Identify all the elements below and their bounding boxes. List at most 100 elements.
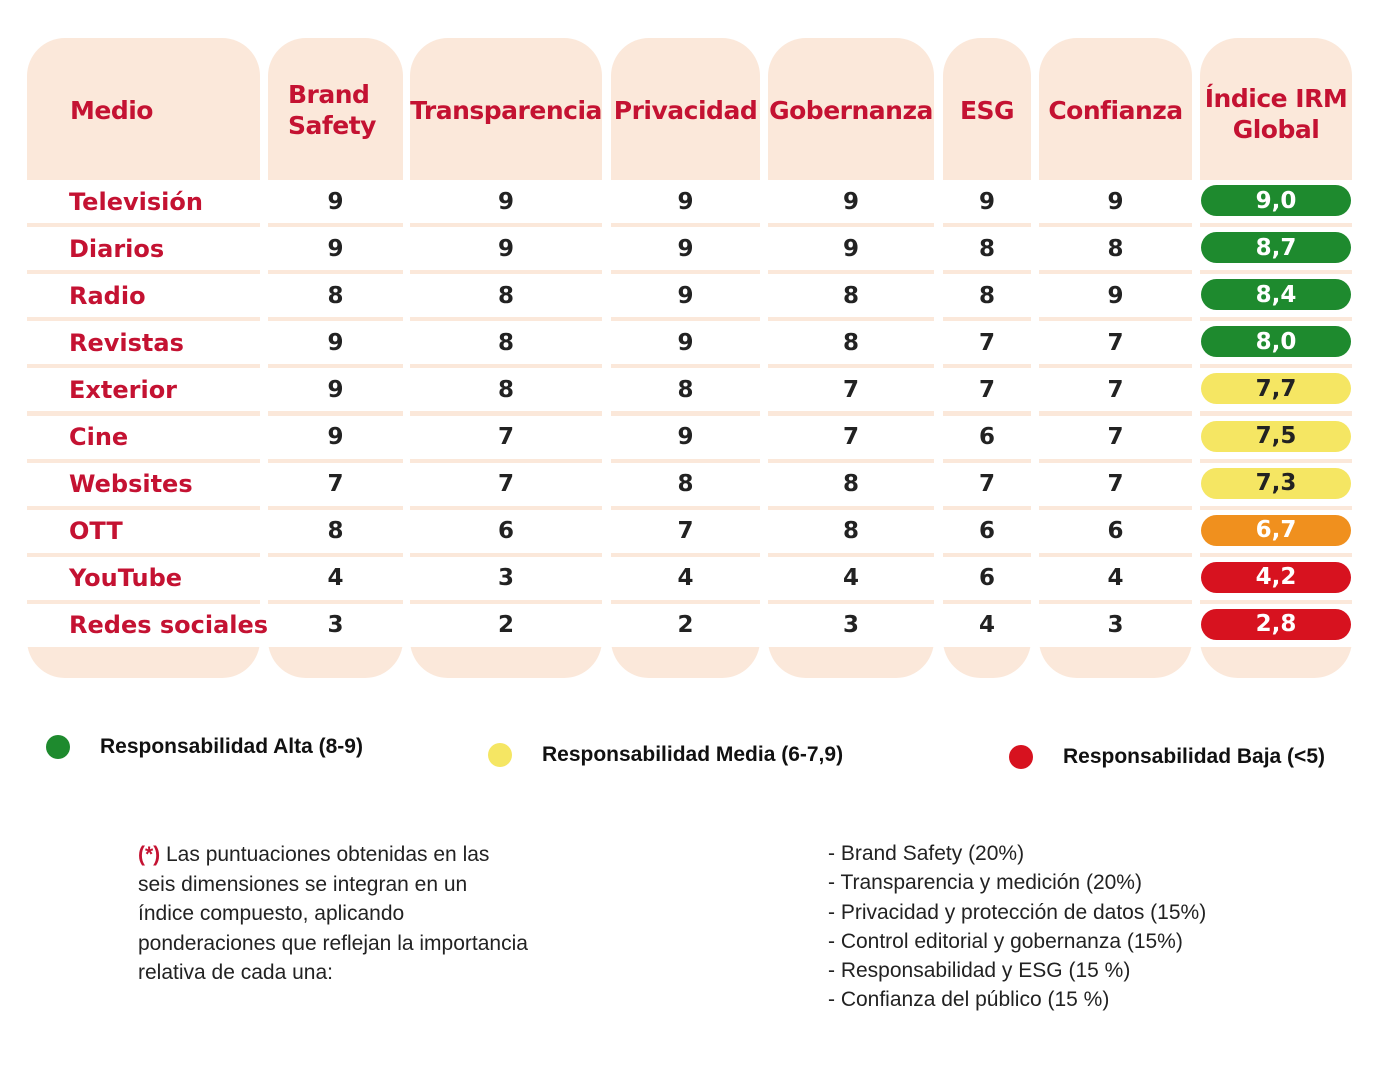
weight-item: - Brand Safety (20%) — [828, 842, 1025, 865]
medio-name: Cine — [69, 423, 129, 451]
score-brand-safety: 4 — [327, 565, 344, 592]
medio-name: Redes sociales — [69, 611, 269, 640]
score-brand-safety: 8 — [327, 518, 344, 545]
table-row: YouTube 4 3 4 4 6 4 4,2 — [27, 556, 1352, 600]
score-gobernanza: 8 — [842, 329, 859, 356]
legend-media: Responsabilidad Media (6-7,9) — [488, 743, 843, 767]
table-row: Exterior 9 8 8 7 7 7 7,7 — [27, 368, 1352, 412]
header-privacidad: Privacidad — [613, 95, 758, 125]
score-transparencia: 8 — [497, 376, 514, 403]
footnote-marker: (*) — [138, 843, 161, 866]
legend-label: Responsabilidad Media (6-7,9) — [542, 743, 844, 766]
medio-name: Diarios — [69, 234, 165, 263]
table-row: Cine 9 7 9 7 6 7 7,5 — [27, 415, 1352, 459]
score-confianza: 9 — [1107, 188, 1124, 215]
score-confianza: 7 — [1107, 424, 1124, 450]
score-confianza: 9 — [1107, 282, 1124, 309]
green-dot-icon — [46, 735, 70, 759]
table-row: Televisión 9 9 9 9 9 9 9,0 — [27, 180, 1352, 223]
medio-name: Televisión — [69, 187, 203, 216]
medio-name: Radio — [69, 281, 146, 310]
score-gobernanza: 3 — [842, 612, 859, 639]
score-privacidad: 7 — [677, 518, 694, 545]
score-esg: 9 — [978, 188, 995, 215]
table-row: Diarios 9 9 9 9 8 8 8,7 — [27, 227, 1352, 271]
score-privacidad: 8 — [677, 376, 694, 403]
score-gobernanza: 7 — [842, 424, 859, 450]
score-esg: 6 — [978, 518, 995, 545]
score-esg: 6 — [978, 424, 995, 450]
footnote-text: Las puntuaciones obtenidas en las seis d… — [138, 843, 528, 984]
red-dot-icon — [1009, 745, 1033, 769]
score-brand-safety: 3 — [327, 612, 344, 639]
score-privacidad: 9 — [677, 329, 694, 356]
score-confianza: 8 — [1107, 235, 1124, 262]
header-medio: Medio — [70, 95, 153, 125]
score-esg: 8 — [978, 235, 995, 262]
index-badge: 8,4 — [1201, 279, 1351, 311]
score-gobernanza: 8 — [842, 518, 859, 545]
weight-item: - Privacidad y protección de datos (15%) — [828, 900, 1207, 924]
score-transparencia: 2 — [497, 612, 514, 639]
score-brand-safety: 9 — [327, 188, 344, 215]
score-brand-safety: 9 — [327, 376, 344, 403]
legend-label: Responsabilidad Baja (<5) — [1063, 745, 1325, 768]
score-brand-safety: 9 — [327, 235, 344, 262]
legend-baja: Responsabilidad Baja (<5) — [1009, 745, 1325, 769]
index-badge: 7,3 — [1201, 467, 1351, 499]
table-row: Websites 7 7 8 8 7 7 7,3 — [27, 462, 1352, 506]
score-confianza: 4 — [1107, 565, 1124, 592]
score-transparencia: 7 — [497, 424, 514, 450]
index-badge: 8,0 — [1201, 326, 1351, 358]
score-gobernanza: 9 — [842, 188, 859, 215]
score-transparencia: 9 — [497, 235, 514, 262]
score-gobernanza: 8 — [842, 471, 859, 498]
score-esg: 8 — [978, 282, 995, 309]
weight-item: - Control editorial y gobernanza (15%) — [828, 929, 1183, 953]
medio-name: OTT — [69, 517, 123, 546]
score-confianza: 7 — [1107, 329, 1124, 356]
score-privacidad: 9 — [677, 424, 694, 450]
index-badge: 7,7 — [1201, 373, 1351, 405]
index-badge: 7,5 — [1201, 420, 1351, 452]
weight-item: - Transparencia y medición (20%) — [828, 871, 1142, 895]
score-transparencia: 3 — [497, 565, 514, 592]
score-esg: 6 — [978, 565, 995, 592]
score-transparencia: 8 — [497, 329, 514, 356]
score-privacidad: 9 — [677, 282, 694, 309]
score-brand-safety: 8 — [327, 282, 344, 309]
score-confianza: 7 — [1107, 471, 1124, 498]
score-brand-safety: 9 — [327, 424, 344, 450]
score-esg: 7 — [978, 376, 995, 403]
score-transparencia: 7 — [497, 471, 514, 498]
medio-name: Revistas — [69, 328, 184, 357]
index-badge: 2,8 — [1201, 608, 1351, 640]
score-privacidad: 2 — [677, 612, 694, 639]
score-transparencia: 8 — [497, 282, 514, 309]
score-brand-safety: 7 — [327, 471, 344, 498]
score-confianza: 7 — [1107, 376, 1124, 403]
weights-list: - Brand Safety (20%) - Transparencia y m… — [828, 839, 1206, 1015]
score-confianza: 3 — [1107, 612, 1124, 639]
footnote: (*) Las puntuaciones obtenidas en las se… — [138, 840, 528, 988]
score-privacidad: 4 — [677, 565, 694, 592]
header-gobernanza: Gobernanza — [769, 95, 933, 125]
score-gobernanza: 4 — [842, 565, 859, 592]
index-badge: 4,2 — [1201, 561, 1351, 593]
index-badge: 9,0 — [1201, 185, 1351, 216]
header-indice-irm: Índice IRM Global — [1204, 84, 1348, 144]
score-confianza: 6 — [1107, 518, 1124, 545]
table-row: Revistas 9 8 9 8 7 7 8,0 — [27, 321, 1352, 365]
score-privacidad: 9 — [677, 235, 694, 262]
score-privacidad: 8 — [677, 471, 694, 498]
weight-item: - Confianza del público (15 %) — [828, 988, 1110, 1012]
medio-name: Exterior — [69, 375, 178, 404]
header-brand-safety: Brand Safety — [288, 80, 376, 140]
score-transparencia: 9 — [497, 188, 514, 215]
legend-alta: Responsabilidad Alta (8-9) — [46, 735, 363, 759]
score-brand-safety: 9 — [327, 329, 344, 356]
header-confianza: Confianza — [1048, 95, 1183, 125]
weight-item: - Responsabilidad y ESG (15 %) — [828, 959, 1131, 983]
score-privacidad: 9 — [677, 188, 694, 215]
score-gobernanza: 9 — [842, 235, 859, 262]
